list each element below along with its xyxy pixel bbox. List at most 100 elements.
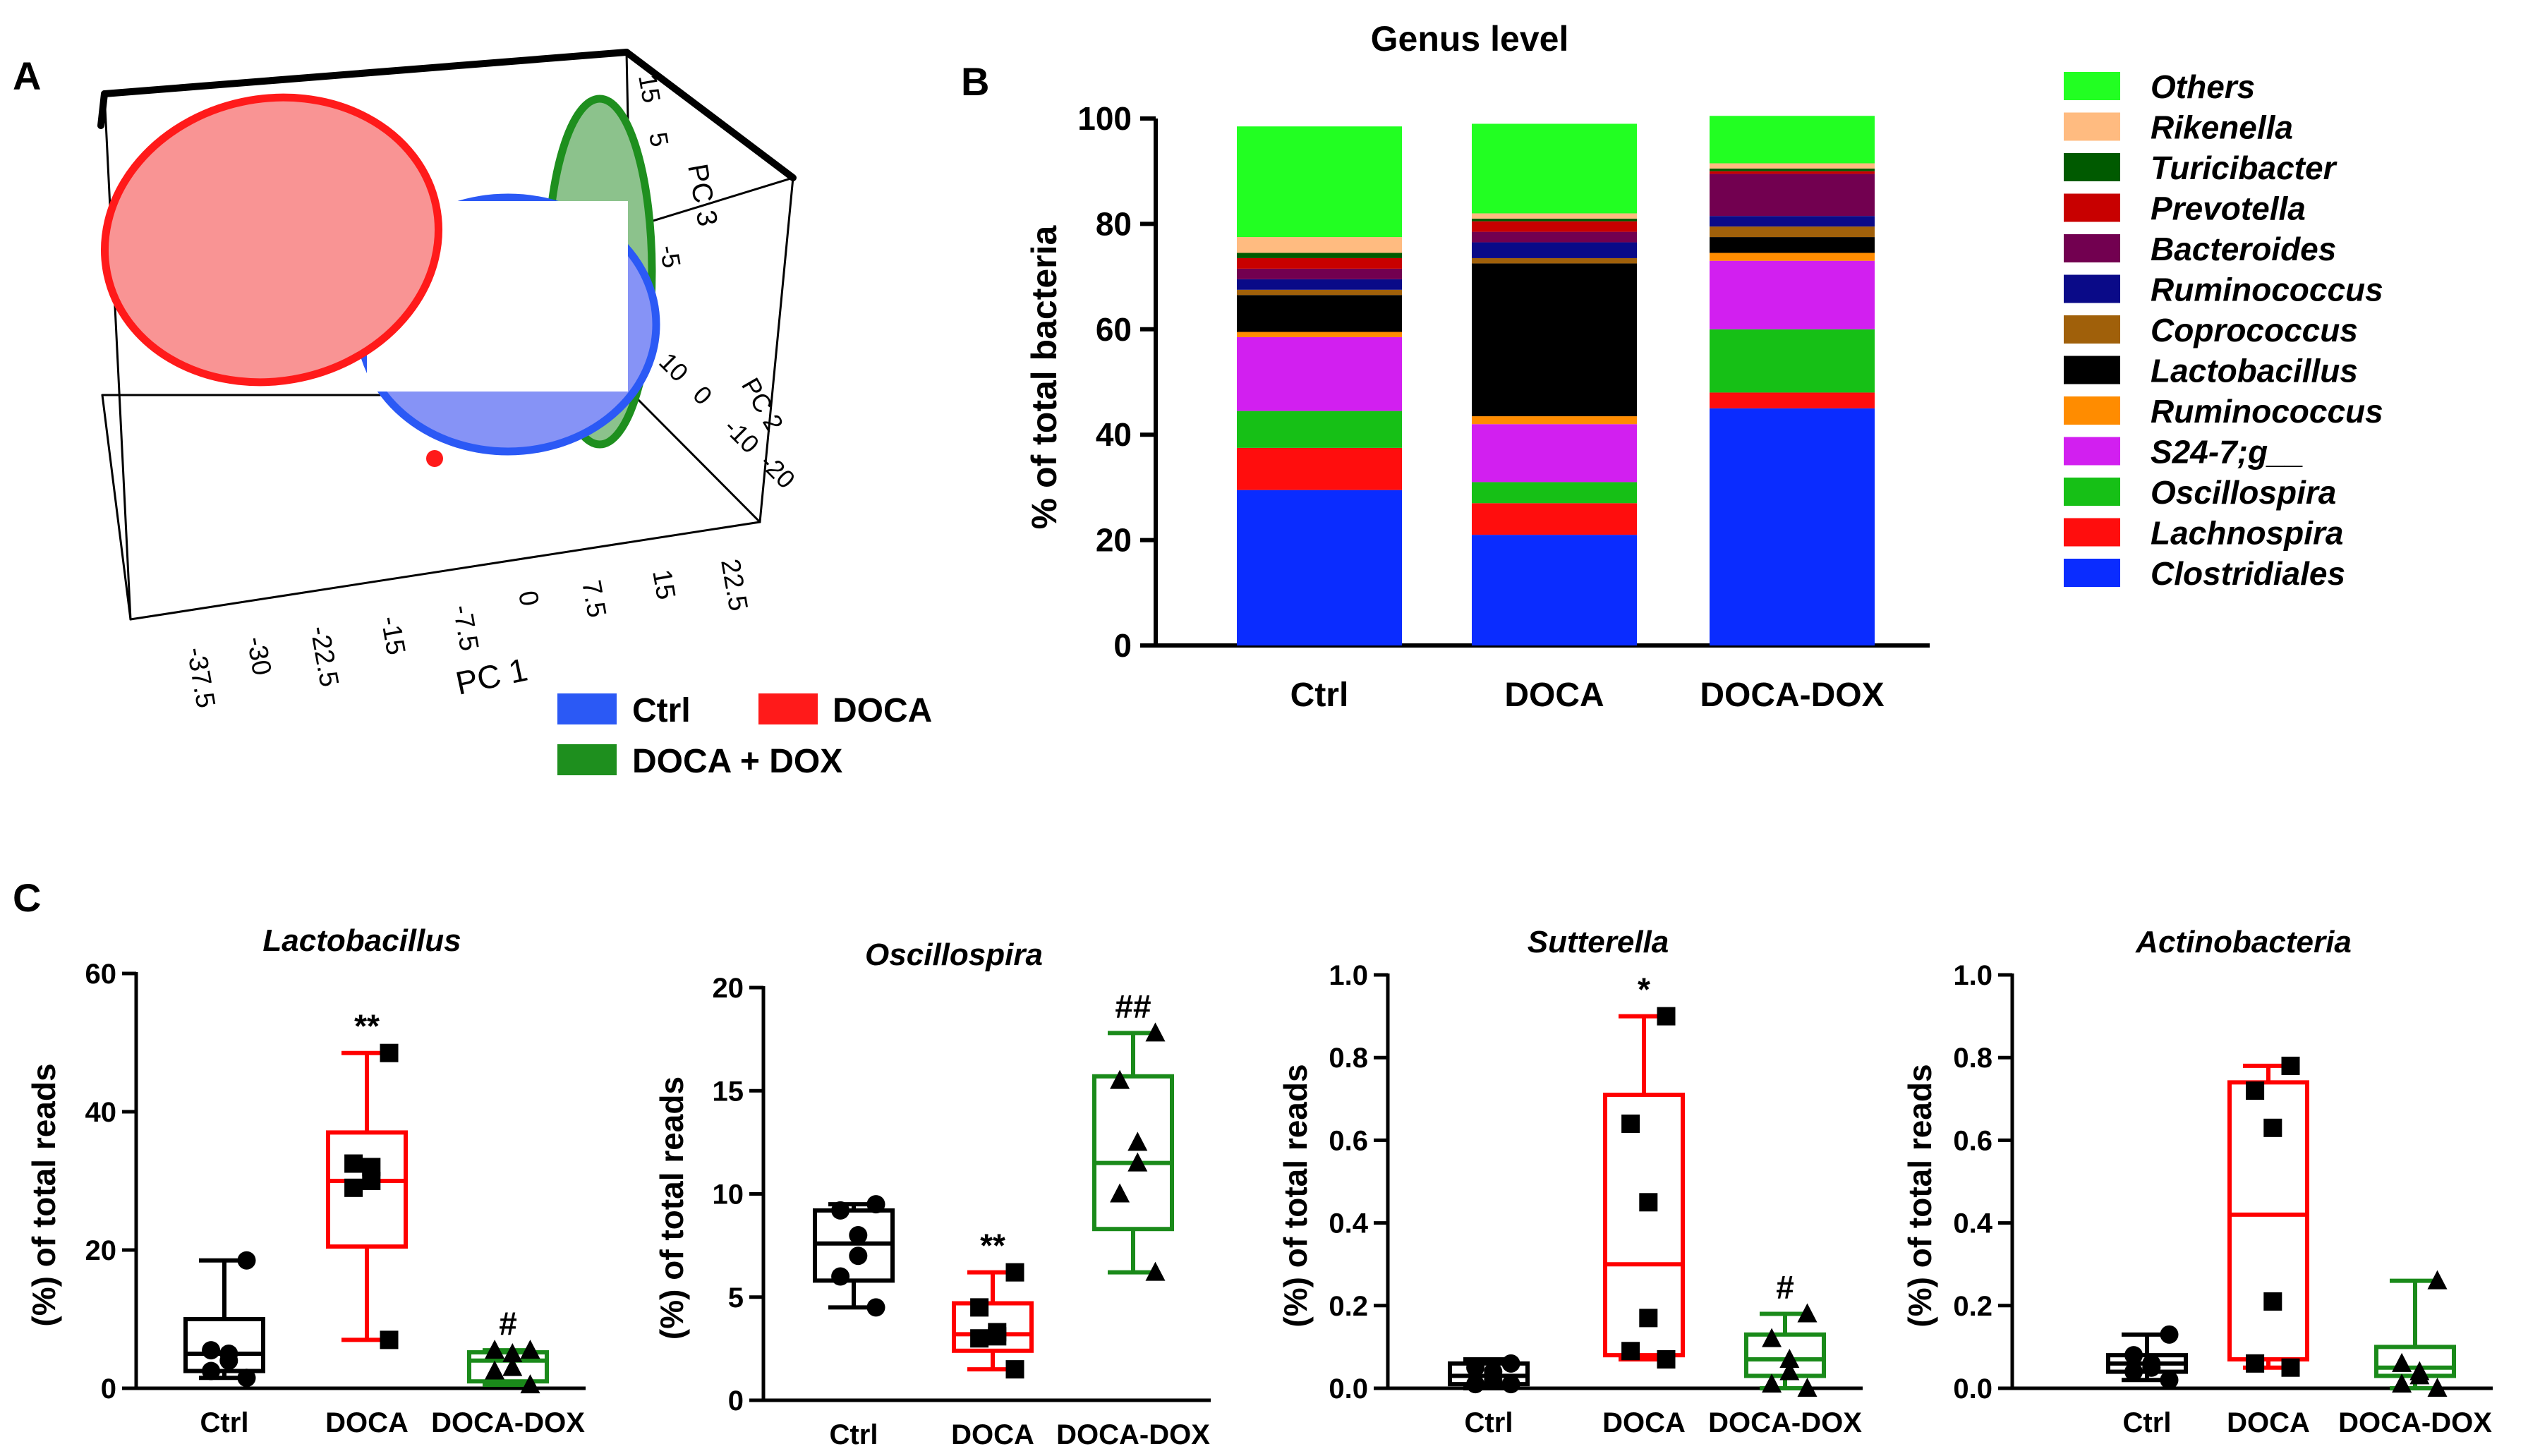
box-plot-y-tick-label: 40 [85,1097,117,1128]
box-plot-y-tick-label: 0.6 [1953,1125,1992,1156]
frame-top-front-edge [101,49,630,97]
box-doca-dox [2374,1270,2456,1397]
genus-segment-lactobacillus [1472,263,1637,417]
box-plot-y-tick-label: 0.8 [1953,1043,1992,1074]
box-plot-y-axis-title: (%) of total reads [1277,1064,1314,1327]
box-plot-row: Lactobacillus (%) of total reads 0 20 40 60 Ct… [25,923,2493,1450]
pc1-tick-label: 7.5 [576,578,612,619]
pc3-tick-label: 15 [633,72,666,105]
data-point-triangle [1797,1303,1818,1323]
genus-legend-swatch-ruminococcus [2064,396,2120,425]
genus-legend-swatch-coprococcus [2064,315,2120,344]
data-point-triangle [1127,1152,1148,1172]
genus-legend-swatch-ruminococcus [2064,274,2120,303]
box-doca: ** [326,1008,408,1349]
data-point-square [362,1172,381,1190]
legend-label-doca-dox: DOCA + DOX [632,743,842,780]
panel-b-label: B [961,59,989,104]
pcoa-legend: Ctrl DOCA DOCA + DOX [557,692,932,780]
data-point-square [380,1043,399,1062]
data-point-square [1639,1193,1658,1212]
genus-x-label-ctrl: Ctrl [1290,677,1349,714]
genus-legend-label-lachnospira: Lachnospira [2151,515,2344,552]
genus-legend-swatch-clostridiales [2064,559,2120,587]
data-point-circle [202,1341,221,1360]
genus-segment-prevotella [1237,257,1402,269]
data-point-circle [849,1246,868,1266]
genus-legend-label-ruminococcus: Ruminococcus [2151,393,2383,430]
pc3-tick-label: 5 [643,130,675,149]
genus-segment-clostridiales [1472,535,1637,645]
box-plot-x-label-doca: DOCA [951,1419,1034,1450]
box-plot-x-label-doca: DOCA [1602,1407,1686,1438]
genus-legend-label-oscillospira: Oscillospira [2151,474,2336,511]
data-point-triangle [502,1357,523,1376]
box-plot-y-tick-label: 0.0 [1329,1373,1368,1405]
data-point-square [988,1327,1007,1346]
genus-legend-swatch-prevotella [2064,193,2120,222]
box-doca: ** [952,1227,1034,1379]
genus-segment-ruminococcus [1472,416,1637,425]
genus-segment-lachnospira [1710,392,1875,408]
genus-segment-prevotella [1710,171,1875,174]
data-point-circle [1501,1354,1520,1373]
genus-segment-ruminococcus [1710,216,1875,227]
genus-segment-others [1710,116,1875,164]
data-point-square [970,1329,989,1348]
box-iqr-rect [952,1301,1034,1353]
genus-segment-lactobacillus [1237,295,1402,332]
box-ctrl [813,1195,895,1317]
box-plot-title: Sutterella [1528,925,1669,959]
box-iqr-rect [1092,1074,1174,1232]
genus-legend-label-rikenella: Rikenella [2151,109,2293,146]
genus-legend-swatch-oscillospira [2064,478,2120,506]
data-point-square [1005,1360,1024,1379]
data-point-square [2263,1292,2282,1311]
data-point-square [1005,1263,1024,1282]
significance-marker: # [499,1305,517,1342]
data-point-circle [237,1369,256,1388]
genus-segment-turicibacter [1472,218,1637,222]
data-point-triangle [1145,1261,1166,1281]
box-plot-y-tick-label: 20 [85,1235,117,1266]
data-point-triangle [485,1360,505,1380]
data-point-circle [831,1201,850,1220]
data-point-square [2281,1358,2300,1377]
box-plot-x-label-doca-dox: DOCA-DOX [1708,1407,1862,1438]
genus-segment-oscillospira [1237,411,1402,448]
genus-segment-bacteroides [1237,268,1402,279]
box-plot-title: Lactobacillus [262,923,461,958]
genus-bar-doca [1472,123,1637,645]
genus-segment-others [1237,126,1402,238]
genus-segment-turicibacter [1710,168,1875,171]
significance-marker: # [1776,1269,1794,1306]
genus-y-ticks: 0 20 40 60 80 100 [1077,100,1156,664]
genus-segment-oscillospira [1710,329,1875,393]
genus-legend-label-lactobacillus: Lactobacillus [2151,353,2358,389]
box-doca-dox: ## [1092,988,1174,1281]
box-plot-y-tick-label: 0.2 [1329,1291,1368,1322]
genus-segment-rikenella [1710,163,1875,169]
box-iqr-rect [1744,1332,1826,1378]
data-point-circle [849,1226,868,1244]
box-plot-sutterella: Sutterella (%) of total reads 0.0 0.2 0.4 0.6… [1277,925,1863,1438]
genus-chart-title: Genus level [1371,19,1569,59]
genus-segment-clostridiales [1237,490,1402,645]
genus-y-tick-label: 40 [1096,416,1132,453]
legend-swatch-ctrl [557,693,617,724]
box-plot-x-label-doca: DOCA [325,1407,409,1438]
genus-y-tick-label: 0 [1113,627,1132,664]
legend-swatch-doca [758,693,818,724]
pc2-tick-label: 10 [653,347,694,387]
data-point-square [2246,1081,2265,1100]
panel-b: B Genus level % of total bacteria 0 20 40 6… [961,19,2383,714]
box-plot-y-tick-label: 0.0 [1953,1373,1992,1405]
box-plot-y-tick-label: 60 [85,959,117,990]
data-point-triangle [2409,1365,2430,1385]
pc2-tick-label: -20 [754,448,801,495]
pc1-tick-label: 0 [512,588,544,608]
genus-segment-others [1472,123,1637,214]
genus-legend-swatch-s24-7-g [2064,437,2120,466]
genus-segment-ruminococcus [1237,279,1402,290]
data-point-circle [1484,1371,1503,1390]
